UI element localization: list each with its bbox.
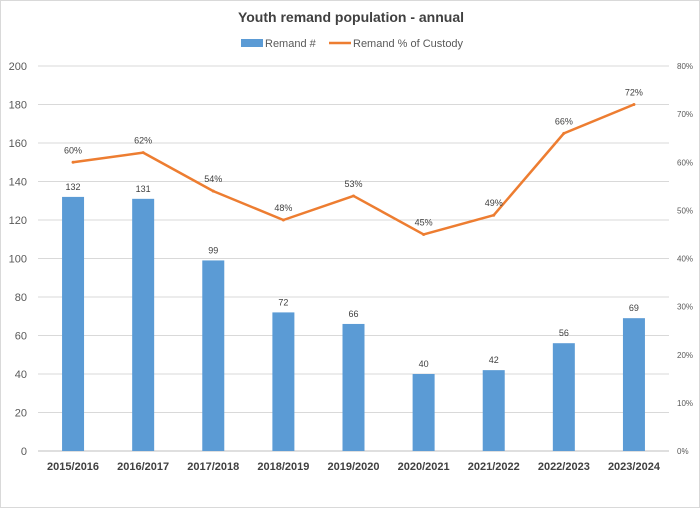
- bar-data-label: 40: [419, 359, 429, 369]
- y-right-tick-label: 80%: [677, 62, 693, 71]
- y-left-tick-label: 160: [9, 138, 27, 150]
- line-point: [281, 218, 285, 222]
- line-data-label: 45%: [415, 217, 433, 227]
- bar-data-label: 132: [66, 182, 81, 192]
- line-point: [211, 189, 215, 193]
- y-left-tick-label: 140: [9, 177, 27, 189]
- line-point: [562, 131, 566, 135]
- x-tick-label: 2016/2017: [117, 461, 169, 473]
- bar: [62, 196, 85, 451]
- line-data-label: 54%: [204, 174, 222, 184]
- bar-data-label: 42: [489, 355, 499, 365]
- bar: [622, 318, 645, 451]
- y-left-tick-label: 60: [15, 331, 27, 343]
- x-tick-label: 2019/2020: [328, 461, 380, 473]
- legend-label-bar: Remand #: [265, 38, 317, 50]
- x-tick-label: 2023/2024: [608, 461, 661, 473]
- legend: Remand # Remand % of Custody: [241, 38, 464, 50]
- y-left-tick-label: 100: [9, 254, 27, 266]
- line-data-label: 62%: [134, 136, 152, 146]
- line-data-label: 53%: [344, 179, 362, 189]
- y-left-tick-label: 20: [15, 408, 27, 420]
- x-tick-label: 2020/2021: [398, 461, 450, 473]
- line-data-label: 60%: [64, 145, 82, 155]
- bar: [202, 260, 225, 451]
- bar: [132, 198, 155, 451]
- x-tick-label: 2015/2016: [47, 461, 99, 473]
- bar-data-label: 99: [208, 245, 218, 255]
- line-point: [352, 194, 355, 198]
- y-left-tick-label: 200: [9, 61, 27, 73]
- bar-data-label: 131: [136, 184, 151, 194]
- line-point: [422, 232, 426, 236]
- y-right-tick-label: 70%: [677, 110, 693, 119]
- bar: [552, 343, 575, 451]
- y-right-tick-label: 60%: [677, 158, 693, 167]
- x-tick-label: 2017/2018: [187, 461, 239, 473]
- bar: [412, 374, 435, 451]
- y-left-tick-label: 0: [21, 446, 27, 458]
- bar: [342, 323, 365, 451]
- line-point: [141, 151, 145, 155]
- y-left-tick-label: 80: [15, 292, 27, 304]
- line-point: [71, 160, 75, 164]
- legend-swatch-bar: [241, 39, 263, 47]
- chart-title: Youth remand population - annual: [238, 9, 464, 25]
- line-series: [72, 103, 635, 236]
- bar-data-label: 56: [559, 328, 569, 338]
- y-right-tick-label: 10%: [677, 399, 693, 408]
- y-left-tick-label: 40: [15, 369, 27, 381]
- y-right-tick-label: 20%: [677, 351, 693, 360]
- line-point: [492, 213, 496, 217]
- bar-data-label: 66: [348, 309, 358, 319]
- bar-data-label: 69: [629, 303, 639, 313]
- line-data-label: 72%: [625, 88, 643, 98]
- y-left-tick-label: 120: [9, 215, 27, 227]
- bar: [482, 370, 505, 451]
- y-right-tick-label: 40%: [677, 255, 693, 264]
- y-right-tick-label: 50%: [677, 206, 693, 215]
- line-data-label: 49%: [485, 198, 503, 208]
- line-point: [632, 103, 636, 106]
- y-right-tick-label: 0%: [677, 447, 689, 456]
- line-data-label: 66%: [555, 116, 573, 126]
- bar-data-label: 72: [278, 297, 288, 307]
- y-right-tick-label: 30%: [677, 303, 693, 312]
- bar: [272, 312, 295, 451]
- x-tick-label: 2021/2022: [468, 461, 520, 473]
- line-data-label: 48%: [274, 203, 292, 213]
- x-tick-label: 2018/2019: [257, 461, 309, 473]
- legend-label-line: Remand % of Custody: [353, 38, 464, 50]
- x-tick-label: 2022/2023: [538, 461, 590, 473]
- y-left-tick-label: 180: [9, 100, 27, 112]
